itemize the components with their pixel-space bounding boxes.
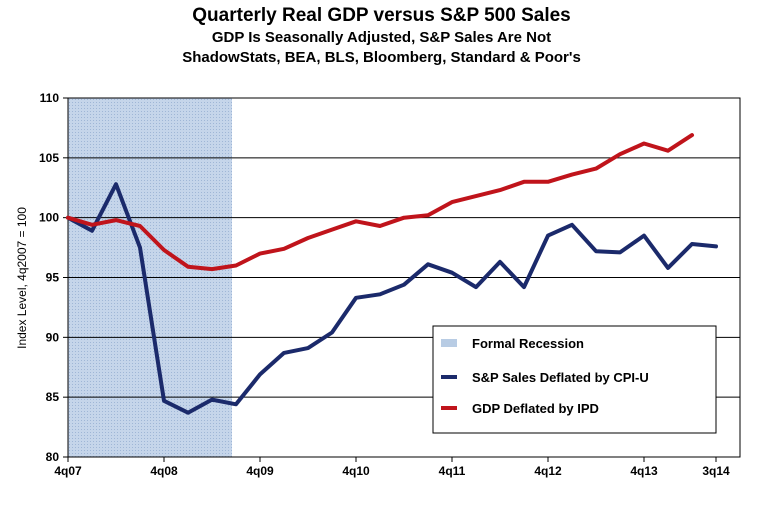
- chart-title: Quarterly Real GDP versus S&P 500 Sales: [192, 5, 571, 26]
- chart-subtitle: GDP Is Seasonally Adjusted, S&P Sales Ar…: [211, 29, 552, 46]
- y-tick-label: 80: [46, 450, 60, 464]
- y-axis-ticks: 80 85 90 95 100 105 110: [39, 91, 68, 464]
- y-tick-label: 85: [46, 390, 60, 404]
- chart-source: ShadowStats, BEA, BLS, Bloomberg, Standa…: [182, 49, 581, 66]
- x-tick-label: 4q13: [630, 464, 658, 478]
- legend: Formal Recession S&P Sales Deflated by C…: [432, 325, 717, 434]
- y-tick-label: 105: [39, 151, 59, 165]
- legend-swatch-recession: [441, 339, 457, 347]
- legend-label-recession: Formal Recession: [472, 336, 584, 351]
- x-tick-label: 4q11: [439, 464, 466, 478]
- x-axis-ticks: 4q07 4q08 4q09 4q10 4q11 4q12 4q13 3q14: [54, 457, 730, 478]
- y-axis-label: Index Level, 4q2007 = 100: [15, 207, 29, 349]
- x-tick-label: 4q10: [342, 464, 370, 478]
- y-tick-label: 100: [39, 211, 59, 225]
- series-line-sp-sales: [66, 182, 718, 415]
- y-tick-label: 95: [46, 271, 60, 285]
- x-tick-label: 3q14: [702, 464, 730, 478]
- y-tick-label: 90: [46, 330, 60, 344]
- chart-titles: Quarterly Real GDP versus S&P 500 Sales …: [0, 4, 763, 68]
- x-tick-label: 4q12: [534, 464, 562, 478]
- series-line-gdp: [66, 133, 694, 272]
- x-tick-label: 4q09: [246, 464, 274, 478]
- x-tick-label: 4q07: [54, 464, 82, 478]
- y-tick-label: 110: [40, 91, 60, 105]
- legend-label-gdp: GDP Deflated by IPD: [472, 401, 599, 416]
- legend-box: [432, 325, 717, 434]
- legend-label-sp-sales: S&P Sales Deflated by CPI-U: [472, 370, 649, 385]
- series-lines: [66, 133, 718, 415]
- x-tick-label: 4q08: [150, 464, 178, 478]
